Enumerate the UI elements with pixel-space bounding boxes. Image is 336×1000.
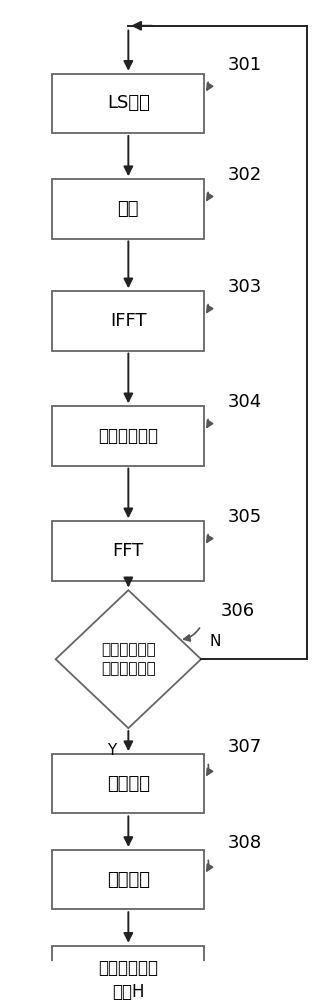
Bar bbox=[52, 74, 204, 133]
Bar bbox=[52, 850, 204, 909]
Text: IFFT: IFFT bbox=[110, 312, 146, 330]
Text: 308: 308 bbox=[227, 834, 262, 852]
Bar bbox=[52, 946, 204, 1000]
Text: LS估计: LS估计 bbox=[107, 94, 150, 112]
Text: 305: 305 bbox=[227, 508, 262, 526]
Bar bbox=[52, 406, 204, 466]
Text: 是否所有收发
天线对都求完: 是否所有收发 天线对都求完 bbox=[101, 642, 156, 677]
Text: 迭代时变滤波: 迭代时变滤波 bbox=[98, 427, 158, 445]
Polygon shape bbox=[56, 590, 201, 728]
Text: 307: 307 bbox=[227, 738, 262, 756]
Text: 相偏补偿: 相偏补偿 bbox=[107, 871, 150, 889]
Text: 插值: 插值 bbox=[118, 200, 139, 218]
Text: Y: Y bbox=[107, 743, 117, 758]
Text: N: N bbox=[209, 634, 221, 649]
Bar bbox=[52, 179, 204, 239]
Text: 306: 306 bbox=[221, 602, 255, 620]
Text: 301: 301 bbox=[227, 56, 262, 74]
Text: 304: 304 bbox=[227, 393, 262, 411]
Bar bbox=[52, 521, 204, 581]
Text: FFT: FFT bbox=[113, 542, 144, 560]
Text: 相偏估计: 相偏估计 bbox=[107, 775, 150, 793]
Text: 303: 303 bbox=[227, 278, 262, 296]
Bar bbox=[52, 754, 204, 813]
Text: 得到最终信道
估值H: 得到最终信道 估值H bbox=[98, 959, 158, 1000]
Text: 302: 302 bbox=[227, 166, 262, 184]
Bar bbox=[52, 291, 204, 351]
